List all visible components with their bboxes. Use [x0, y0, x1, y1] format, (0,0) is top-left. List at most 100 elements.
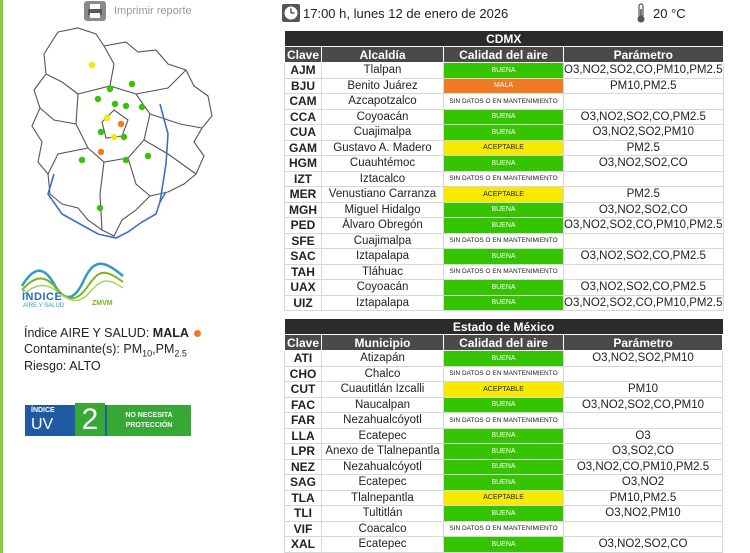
table-row[interactable]: MER Venustiano Carranza ACEPTABLE PM2.5: [284, 186, 724, 203]
station-code: CUT: [284, 381, 322, 398]
quality-badge: BUENA: [443, 443, 564, 460]
quality-badge: SIN DATOS O EN MANTENIMIENTO: [443, 232, 564, 249]
station-name: Gustavo A. Madero: [321, 139, 444, 156]
quality-badge: BUENA: [443, 536, 564, 553]
station-parameters: [563, 412, 723, 429]
station-parameters: O3,NO2,SO2,CO,PM10: [563, 396, 723, 413]
table-row[interactable]: AJM Tlalpan BUENA O3,NO2,SO2,CO,PM10,PM2.5: [284, 62, 724, 79]
table-row[interactable]: BJU Benito Juárez MALA PM10,PM2.5: [284, 77, 724, 94]
table-row[interactable]: FAC Naucalpan BUENA O3,NO2,SO2,CO,PM10: [284, 396, 723, 413]
station-code: CUA: [284, 124, 322, 141]
table-row[interactable]: VIF Coacalco SIN DATOS O EN MANTENIMIENTO: [284, 520, 723, 537]
table-row[interactable]: TAH Tláhuac SIN DATOS O EN MANTENIMIENTO: [284, 263, 724, 280]
uv-message-line-2: PROTECCIÓN: [125, 422, 173, 429]
quality-badge: BUENA: [443, 201, 564, 218]
left-accent-bar: [0, 0, 3, 553]
table-row[interactable]: NEZ Nezahualcóyotl BUENA O3,NO2,CO,PM10,PM2…: [284, 458, 723, 475]
quality-badge: BUENA: [443, 396, 564, 413]
station-code: SAC: [284, 248, 322, 265]
station-parameters: O3: [563, 427, 723, 444]
cdmx-stations-table: CDMX Clave Alcaldía Calidad del aire Par…: [284, 31, 724, 311]
station-name: Naucalpan: [321, 396, 444, 413]
table-row[interactable]: PED Álvaro Obregón BUENA O3,NO2,SO2,CO,PM10…: [284, 217, 724, 234]
col-clave: Clave: [284, 46, 322, 63]
station-code: BJU: [284, 77, 322, 94]
table-row[interactable]: TLA Tlalnepantla ACEPTABLE PM10,PM2.5: [284, 489, 723, 506]
station-parameters: [563, 93, 724, 110]
quality-badge: SIN DATOS O EN MANTENIMIENTO: [443, 412, 564, 429]
station-code: XAL: [284, 536, 322, 553]
table-row[interactable]: LLA Ecatepec BUENA O3: [284, 427, 723, 444]
station-parameters: O3,NO2,SO2,CO: [563, 201, 724, 218]
table-row[interactable]: CHO Chalco SIN DATOS O EN MANTENIMIENTO: [284, 365, 723, 382]
station-code: LPR: [284, 443, 322, 460]
quality-badge: ACEPTABLE: [443, 186, 564, 203]
quality-badge: BUENA: [443, 505, 564, 522]
quality-badge: BUENA: [443, 108, 564, 125]
station-name: Nezahualcóyotl: [321, 412, 444, 429]
station-name: Cuajimalpa: [321, 232, 444, 249]
quality-badge: SIN DATOS O EN MANTENIMIENTO: [443, 93, 564, 110]
station-parameters: O3,NO2: [563, 474, 723, 491]
table-row[interactable]: UIZ Iztapalapa BUENA O3,NO2,SO2,CO,PM10,PM2…: [284, 294, 724, 311]
station-parameters: O3,NO2,SO2,CO: [563, 155, 724, 172]
thermometer-icon: [637, 3, 645, 23]
print-report-link[interactable]: Imprimir reporte: [84, 0, 192, 22]
table-row[interactable]: IZT Iztacalco SIN DATOS O EN MANTENIMIENTO: [284, 170, 724, 187]
station-code: SAG: [284, 474, 322, 491]
uv-index-label: ÍNDICE: [31, 407, 55, 414]
table-row[interactable]: CCA Coyoacán BUENA O3,NO2,SO2,CO,PM2.5: [284, 108, 724, 125]
station-code: CAM: [284, 93, 322, 110]
station-name: Azcapotzalco: [321, 93, 444, 110]
table-row[interactable]: MGH Miguel Hidalgo BUENA O3,NO2,SO2,CO: [284, 201, 724, 218]
table-row[interactable]: GAM Gustavo A. Madero ACEPTABLE PM2.5: [284, 139, 724, 156]
station-parameters: [563, 365, 723, 382]
index-value: MALA: [152, 326, 189, 340]
station-name: Álvaro Obregón: [321, 217, 444, 234]
station-parameters: [563, 520, 723, 537]
quality-badge: BUENA: [443, 248, 564, 265]
table-row[interactable]: ATI Atizapán BUENA O3,NO2,SO2,PM10: [284, 350, 723, 367]
table-row[interactable]: CUA Cuajimalpa BUENA O3,NO2,SO2,PM10: [284, 124, 724, 141]
clock-icon: [282, 4, 300, 22]
station-name: Cuautitlán Izcalli: [321, 381, 444, 398]
table-row[interactable]: SAG Ecatepec BUENA O3,NO2: [284, 474, 723, 491]
station-code: IZT: [284, 170, 322, 187]
pm10-sub: 10: [142, 348, 153, 359]
table-row[interactable]: UAX Coyoacán BUENA O3,NO2,SO2,CO,PM2.5: [284, 279, 724, 296]
quality-badge: ACEPTABLE: [443, 139, 564, 156]
table-row[interactable]: TLI Tultitlán BUENA O3,NO2,PM10: [284, 505, 723, 522]
col-calidad: Calidad del aire: [443, 46, 564, 63]
station-parameters: O3,NO2,CO,PM10,PM2.5: [563, 458, 723, 475]
table-row[interactable]: FAR Nezahualcóyotl SIN DATOS O EN MANTENIM…: [284, 412, 723, 429]
table-row[interactable]: LPR Anexo de Tlalnepantla BUENA O3,SO2,CO: [284, 443, 723, 460]
station-code: FAR: [284, 412, 322, 429]
index-label: Índice AIRE Y SALUD:: [24, 326, 153, 340]
table-row[interactable]: HGM Cuauhtémoc BUENA O3,NO2,SO2,CO: [284, 155, 724, 172]
table-row[interactable]: SAC Iztapalapa BUENA O3,NO2,SO2,CO,PM2.5: [284, 248, 724, 265]
station-parameters: O3,NO2,PM10: [563, 505, 723, 522]
quality-badge: ACEPTABLE: [443, 381, 564, 398]
station-code: ATI: [284, 350, 322, 367]
quality-badge: BUENA: [443, 350, 564, 367]
stations-map[interactable]: [18, 24, 218, 250]
table-row[interactable]: SFE Cuajimalpa SIN DATOS O EN MANTENIMIENT…: [284, 232, 724, 249]
station-code: GAM: [284, 139, 322, 156]
table-row[interactable]: CUT Cuautitlán Izcalli ACEPTABLE PM10: [284, 381, 723, 398]
station-name: Chalco: [321, 365, 444, 382]
station-code: PED: [284, 217, 322, 234]
station-name: Tultitlán: [321, 505, 444, 522]
station-name: Tlalpan: [321, 62, 444, 79]
table-row[interactable]: CAM Azcapotzalco SIN DATOS O EN MANTENIMIE…: [284, 93, 724, 110]
edomex-stations-table: Estado de México Clave Municipio Calidad…: [284, 319, 723, 553]
print-report-label: Imprimir reporte: [114, 5, 192, 17]
quality-badge: BUENA: [443, 474, 564, 491]
station-parameters: O3,NO2,SO2,CO,PM2.5: [563, 248, 724, 265]
station-code: UIZ: [284, 294, 322, 311]
station-parameters: O3,NO2,SO2,CO,PM2.5: [563, 279, 724, 296]
station-code: SFE: [284, 232, 322, 249]
uv-value: 2: [75, 403, 105, 436]
table-row[interactable]: XAL Ecatepec BUENA O3,NO2,SO2,CO: [284, 536, 723, 553]
station-name: Miguel Hidalgo: [321, 201, 444, 218]
station-code: FAC: [284, 396, 322, 413]
